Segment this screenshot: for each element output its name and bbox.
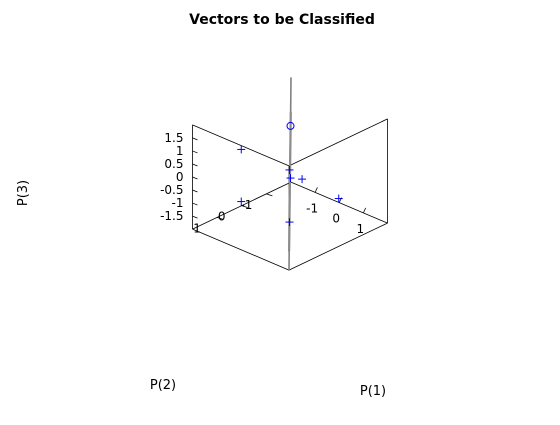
z-tick-mark-4 — [192, 163, 198, 167]
plus-marker-1 — [237, 145, 246, 154]
box-edge-top-right — [288, 118, 388, 167]
z-tick-label-5: 1 — [176, 144, 184, 158]
z-tick-label-3: 0 — [176, 170, 184, 184]
y-tick-mark-2 — [216, 216, 224, 220]
plus-marker-6 — [286, 174, 295, 183]
box-edge-bottom-left — [192, 181, 292, 230]
z-tick-mark-3 — [192, 176, 198, 180]
y-tick-label-1: 0 — [218, 210, 226, 224]
z-axis-label: P(3) — [16, 180, 31, 206]
y-tick-label-0: -1 — [240, 198, 252, 212]
z-tick-mark-2 — [192, 189, 198, 193]
x-tick-mark-2 — [363, 207, 367, 214]
z-tick-label-6: 1.5 — [164, 131, 183, 145]
box-edge-bottom-right — [288, 222, 388, 271]
y-tick-mark-1 — [241, 205, 248, 209]
plus-marker-7 — [298, 175, 307, 184]
plus-marker-5 — [237, 197, 246, 206]
z-tick-mark-6 — [192, 137, 198, 141]
chart-title: Vectors to be Classified — [189, 12, 375, 28]
x-tick-mark-0 — [314, 187, 318, 193]
plus-marker-2 — [285, 165, 294, 174]
z-tick-label-0: -1.5 — [160, 209, 183, 223]
z-tick-label-2: -0.5 — [160, 183, 183, 197]
y-tick-label-2: 1 — [193, 221, 201, 235]
decision-plane-layer — [288, 77, 292, 271]
z-tick-mark-5 — [192, 150, 198, 154]
x-tick-mark-1 — [338, 197, 342, 203]
plus-marker-3 — [285, 218, 294, 227]
decision-plane-sheet — [288, 111, 292, 253]
box-edge-top-left — [192, 124, 290, 167]
circle-marker-8 — [286, 121, 295, 130]
x-tick-label-1: 0 — [332, 212, 340, 226]
axis-ticks-layer: -1.5-1-0.500.511.5-101-101 — [160, 131, 367, 236]
z-tick-mark-1 — [192, 202, 198, 206]
x-tick-label-0: -1 — [306, 201, 318, 215]
z-tick-label-4: 0.5 — [164, 157, 183, 171]
data-points-layer — [237, 121, 343, 227]
x-axis-label: P(1) — [360, 384, 386, 399]
box-edge-bottom-back — [192, 228, 290, 271]
x-tick-label-2: 1 — [357, 222, 365, 236]
y-tick-mark-0 — [266, 193, 273, 197]
z-tick-label-1: -1 — [172, 196, 184, 210]
z-tick-mark-0 — [192, 215, 198, 219]
y-axis-label: P(2) — [150, 378, 176, 393]
